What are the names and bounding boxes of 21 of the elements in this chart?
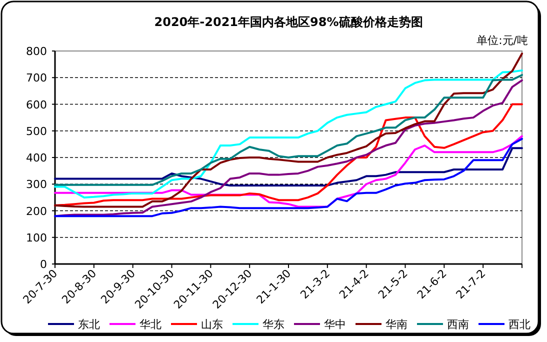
y-tick-label: 800 [26, 45, 47, 58]
y-tick-label: 600 [26, 98, 47, 112]
legend-label: 山东 [201, 318, 223, 331]
y-tick-label: 700 [26, 72, 47, 85]
legend-label: 华中 [324, 318, 346, 331]
text: 单位:元/吨 [476, 34, 528, 47]
legend-label: 东北 [78, 318, 100, 331]
y-tick-label: 100 [26, 231, 47, 244]
line-series [54, 52, 523, 208]
y-tick-label: 300 [26, 178, 47, 192]
legend-label: 西南 [447, 318, 469, 331]
legend-label: 西北 [508, 318, 530, 331]
legend-label: 华南 [386, 318, 408, 331]
y-tick-label: 0 [40, 258, 47, 271]
line-series [54, 147, 523, 186]
chart-title: 2020年-2021年国内各地区98%硫酸价格走势图 [154, 15, 423, 29]
legend-label: 华东 [262, 318, 284, 331]
y-tick-label: 200 [26, 204, 47, 218]
y-tick-label: 400 [26, 152, 47, 164]
legend-label: 华北 [140, 318, 162, 331]
y-tick-label: 500 [26, 124, 47, 138]
